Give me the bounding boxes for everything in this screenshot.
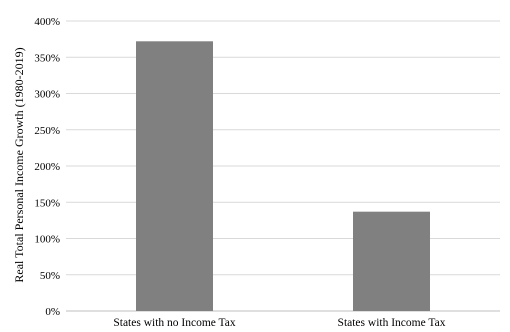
x-category-label: States with no Income Tax: [113, 317, 236, 327]
x-category-label: States with Income Tax: [338, 317, 446, 327]
y-tick-label: 100%: [34, 234, 60, 246]
y-tick-label: 150%: [34, 197, 60, 209]
y-tick-label: 50%: [40, 270, 60, 282]
y-tick-label: 200%: [34, 161, 60, 173]
bars: [136, 41, 430, 312]
x-category-labels: States with no Income Tax States with Inc…: [113, 317, 446, 329]
y-tick-label: 350%: [34, 52, 60, 64]
gridlines: [66, 20, 500, 312]
y-axis-label: Real Total Personal Income Growth (1980-…: [12, 47, 26, 282]
y-tick-label: 0%: [45, 306, 60, 318]
bar: [353, 211, 430, 311]
bar: [136, 41, 213, 312]
y-tick-label: 250%: [34, 125, 60, 137]
y-tick-label: 400%: [34, 16, 60, 28]
y-tick-labels: 0% 50% 100% 150% 200% 250% 300% 350% 400%: [34, 16, 60, 318]
y-tick-label: 300%: [34, 89, 60, 101]
